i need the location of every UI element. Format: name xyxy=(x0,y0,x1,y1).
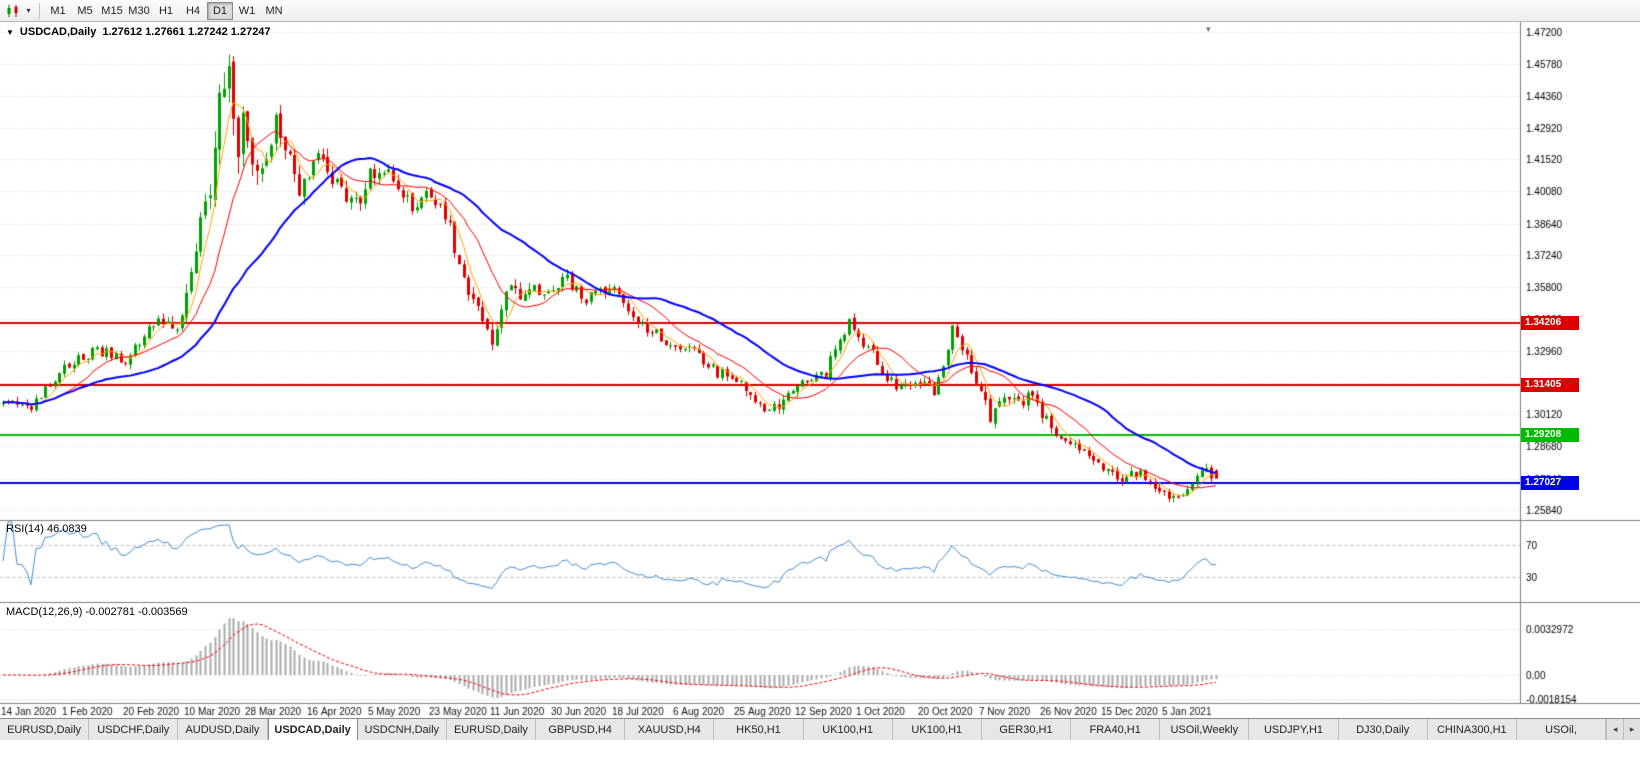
symbol-tabbar: EURUSD,Daily USDCHF,Daily AUDUSD,Daily USDC… xyxy=(0,718,1640,740)
symbol-tab-usdjpy-h1[interactable]: USDJPY,H1 xyxy=(1249,719,1339,740)
symbol-tab-hk50-h1[interactable]: HK50,H1 xyxy=(714,719,804,740)
timeframe-button-w1[interactable]: W1 xyxy=(234,2,260,20)
symbol-tab-xauusd-h4[interactable]: XAUUSD,H4 xyxy=(625,719,715,740)
chart-shift-marker[interactable]: ▾ xyxy=(1206,24,1211,34)
toolbar-separator xyxy=(39,2,40,19)
tab-scroll-right-icon[interactable]: ▸ xyxy=(1623,719,1640,740)
symbol-tab-usdchf-daily[interactable]: USDCHF,Daily xyxy=(89,719,179,740)
symbol-tab-usoil-weekly[interactable]: USOil,Weekly xyxy=(1160,719,1250,740)
chart-type-icon[interactable] xyxy=(3,2,23,20)
symbol-tab-usoil-[interactable]: USOil, xyxy=(1516,719,1607,740)
timeframe-buttons: M1 M5 M15 M30 H1 H4 D1 W1 MN xyxy=(45,1,288,20)
timeframe-button-m30[interactable]: M30 xyxy=(126,2,152,20)
chart-title: ▼ USDCAD,Daily 1.27612 1.27661 1.27242 1… xyxy=(6,26,271,38)
symbol-tab-dj30-daily[interactable]: DJ30,Daily xyxy=(1338,719,1428,740)
timeframe-button-h1[interactable]: H1 xyxy=(153,2,179,20)
chart-type-dropdown-icon[interactable]: ▾ xyxy=(26,6,31,15)
price-level-tag: 1.34206 xyxy=(1521,316,1579,330)
symbol-tab-uk100-h1[interactable]: UK100,H1 xyxy=(892,719,982,740)
symbol-tab-audusd-daily[interactable]: AUDUSD,Daily xyxy=(178,719,268,740)
price-level-tag: 1.31405 xyxy=(1521,378,1579,392)
timeframe-button-m15[interactable]: M15 xyxy=(99,2,125,20)
macd-indicator-label: MACD(12,26,9) -0.002781 -0.003569 xyxy=(6,606,188,618)
chart-title-ohlc: 1.27612 1.27661 1.27242 1.27247 xyxy=(102,26,271,38)
symbol-tab-usdcad-daily[interactable]: USDCAD,Daily xyxy=(267,719,358,740)
symbol-tab-fra40-h1[interactable]: FRA40,H1 xyxy=(1071,719,1161,740)
chart-title-symbol: USDCAD,Daily xyxy=(19,26,97,38)
symbol-tab-usdcnh-daily[interactable]: USDCNH,Daily xyxy=(357,719,447,740)
symbol-tab-eurusd-daily[interactable]: EURUSD,Daily xyxy=(446,719,537,740)
symbol-tab-gbpusd-h4[interactable]: GBPUSD,H4 xyxy=(536,719,626,740)
timeframe-button-m1[interactable]: M1 xyxy=(45,2,71,20)
symbol-tab-eurusd-daily[interactable]: EURUSD,Daily xyxy=(0,719,90,740)
bottom-filler xyxy=(0,740,1640,773)
rsi-indicator-label: RSI(14) 46.0839 xyxy=(6,523,87,535)
price-level-tag: 1.29208 xyxy=(1521,428,1579,442)
symbol-dropdown-icon[interactable]: ▼ xyxy=(6,27,14,37)
chart-area: ▼ USDCAD,Daily 1.27612 1.27661 1.27242 1… xyxy=(0,22,1640,718)
toolbar: ▾ M1 M5 M15 M30 H1 H4 D1 W1 MN xyxy=(0,0,1640,22)
symbol-tab-uk100-h1[interactable]: UK100,H1 xyxy=(803,719,893,740)
price-level-tag: 1.27027 xyxy=(1521,476,1579,490)
tab-scroll-left-icon[interactable]: ◂ xyxy=(1606,719,1624,740)
chart-canvas[interactable] xyxy=(0,22,1640,718)
symbol-tab-ger30-h1[interactable]: GER30,H1 xyxy=(981,719,1072,740)
timeframe-button-mn[interactable]: MN xyxy=(261,2,287,20)
timeframe-button-d1[interactable]: D1 xyxy=(207,1,233,20)
symbol-tab-china300-h1[interactable]: CHINA300,H1 xyxy=(1427,719,1517,740)
timeframe-button-m5[interactable]: M5 xyxy=(72,2,98,20)
timeframe-button-h4[interactable]: H4 xyxy=(180,2,206,20)
